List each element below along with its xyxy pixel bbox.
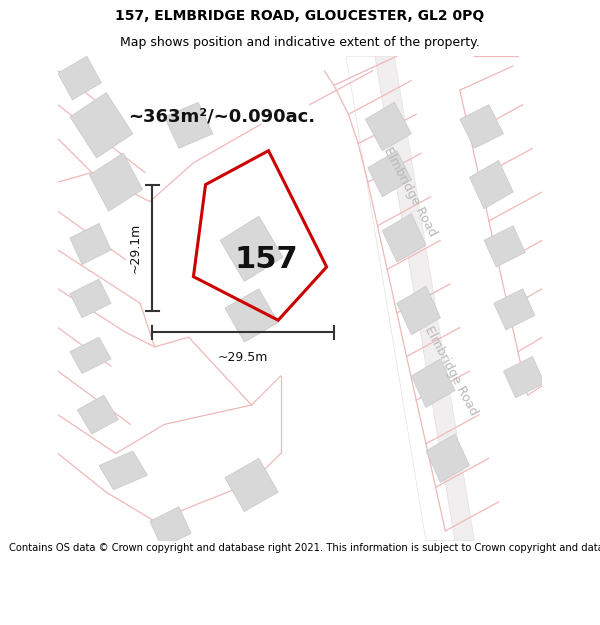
Text: Map shows position and indicative extent of the property.: Map shows position and indicative extent… (120, 36, 480, 49)
Polygon shape (99, 451, 148, 490)
Polygon shape (70, 338, 111, 374)
Polygon shape (397, 286, 440, 335)
Polygon shape (494, 289, 535, 330)
Polygon shape (70, 92, 133, 158)
Polygon shape (368, 151, 412, 197)
Polygon shape (164, 102, 213, 148)
Polygon shape (426, 434, 470, 482)
Polygon shape (70, 279, 111, 318)
Text: ~29.5m: ~29.5m (218, 351, 268, 364)
Text: ~29.1m: ~29.1m (128, 222, 142, 272)
Polygon shape (220, 216, 283, 281)
Text: Elmbridge Road: Elmbridge Road (382, 145, 440, 239)
Polygon shape (77, 396, 118, 434)
Polygon shape (460, 104, 503, 148)
Polygon shape (150, 507, 191, 548)
Text: Contains OS data © Crown copyright and database right 2021. This information is : Contains OS data © Crown copyright and d… (9, 543, 600, 553)
Polygon shape (503, 356, 545, 398)
Polygon shape (375, 56, 475, 541)
Polygon shape (484, 226, 525, 267)
Polygon shape (346, 56, 455, 541)
Polygon shape (225, 458, 278, 511)
Polygon shape (412, 359, 455, 408)
Text: 157: 157 (234, 245, 298, 274)
Text: Elmbridge Road: Elmbridge Road (422, 324, 480, 418)
Polygon shape (382, 214, 426, 262)
Text: 157, ELMBRIDGE ROAD, GLOUCESTER, GL2 0PQ: 157, ELMBRIDGE ROAD, GLOUCESTER, GL2 0PQ (115, 9, 485, 22)
Polygon shape (225, 289, 278, 342)
Polygon shape (70, 223, 111, 264)
Polygon shape (58, 56, 101, 100)
Polygon shape (470, 161, 513, 209)
Polygon shape (365, 102, 412, 151)
Text: ~363m²/~0.090ac.: ~363m²/~0.090ac. (128, 107, 315, 126)
Polygon shape (89, 153, 143, 211)
